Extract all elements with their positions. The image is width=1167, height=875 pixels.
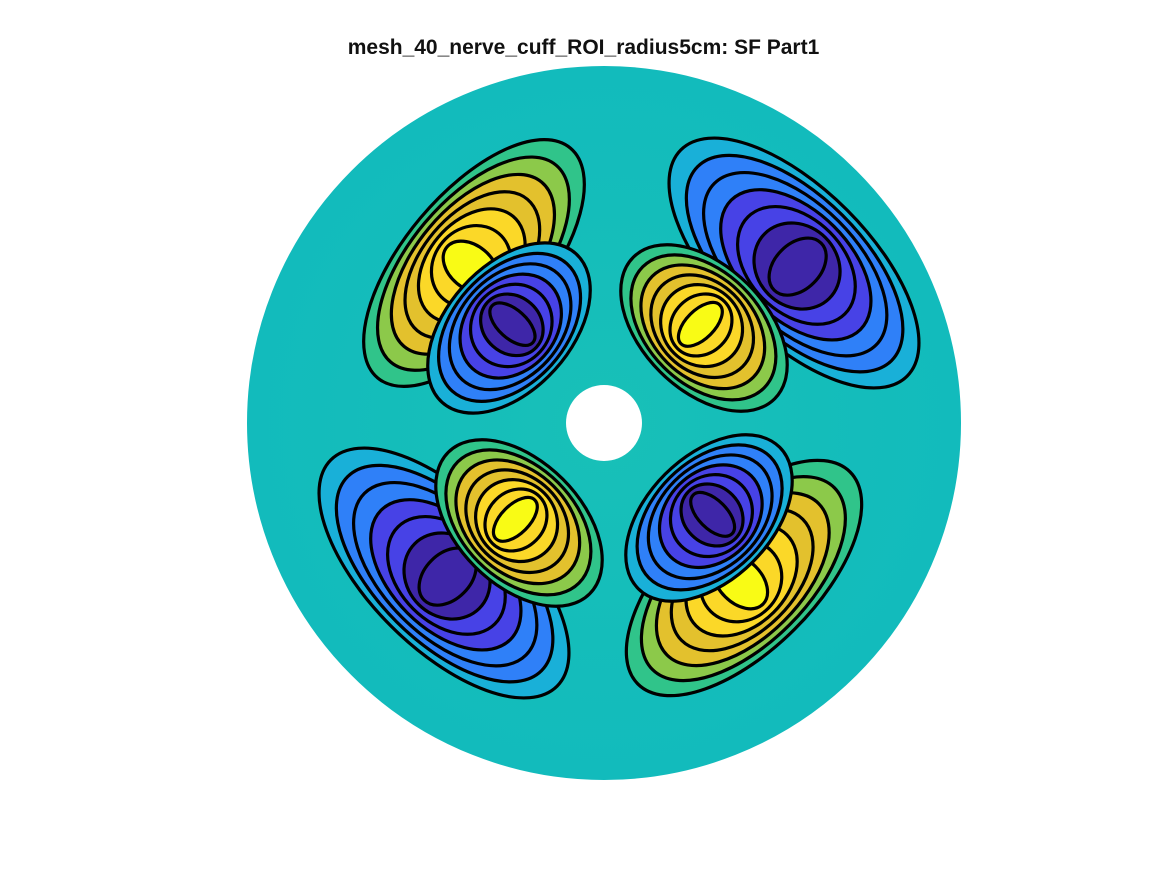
lobe-inner-bottom-left bbox=[434, 438, 604, 608]
domain-boundary bbox=[247, 66, 961, 780]
contour-band bbox=[491, 495, 539, 543]
contour-band bbox=[676, 300, 724, 348]
contour-band bbox=[767, 236, 828, 297]
lobe-inner-top-left bbox=[426, 241, 592, 415]
contour-band bbox=[488, 301, 537, 347]
lobe-inner-bottom-right bbox=[624, 433, 794, 603]
contour-band bbox=[689, 490, 737, 538]
lobe-outer-bottom-left bbox=[317, 446, 571, 700]
lobe-outer-top-left bbox=[362, 137, 586, 389]
lobe-inner-top-right bbox=[619, 243, 789, 413]
domain-hole bbox=[566, 385, 642, 461]
figure-title: mesh_40_nerve_cuff_ROI_radius5cm: SF Par… bbox=[347, 36, 820, 59]
